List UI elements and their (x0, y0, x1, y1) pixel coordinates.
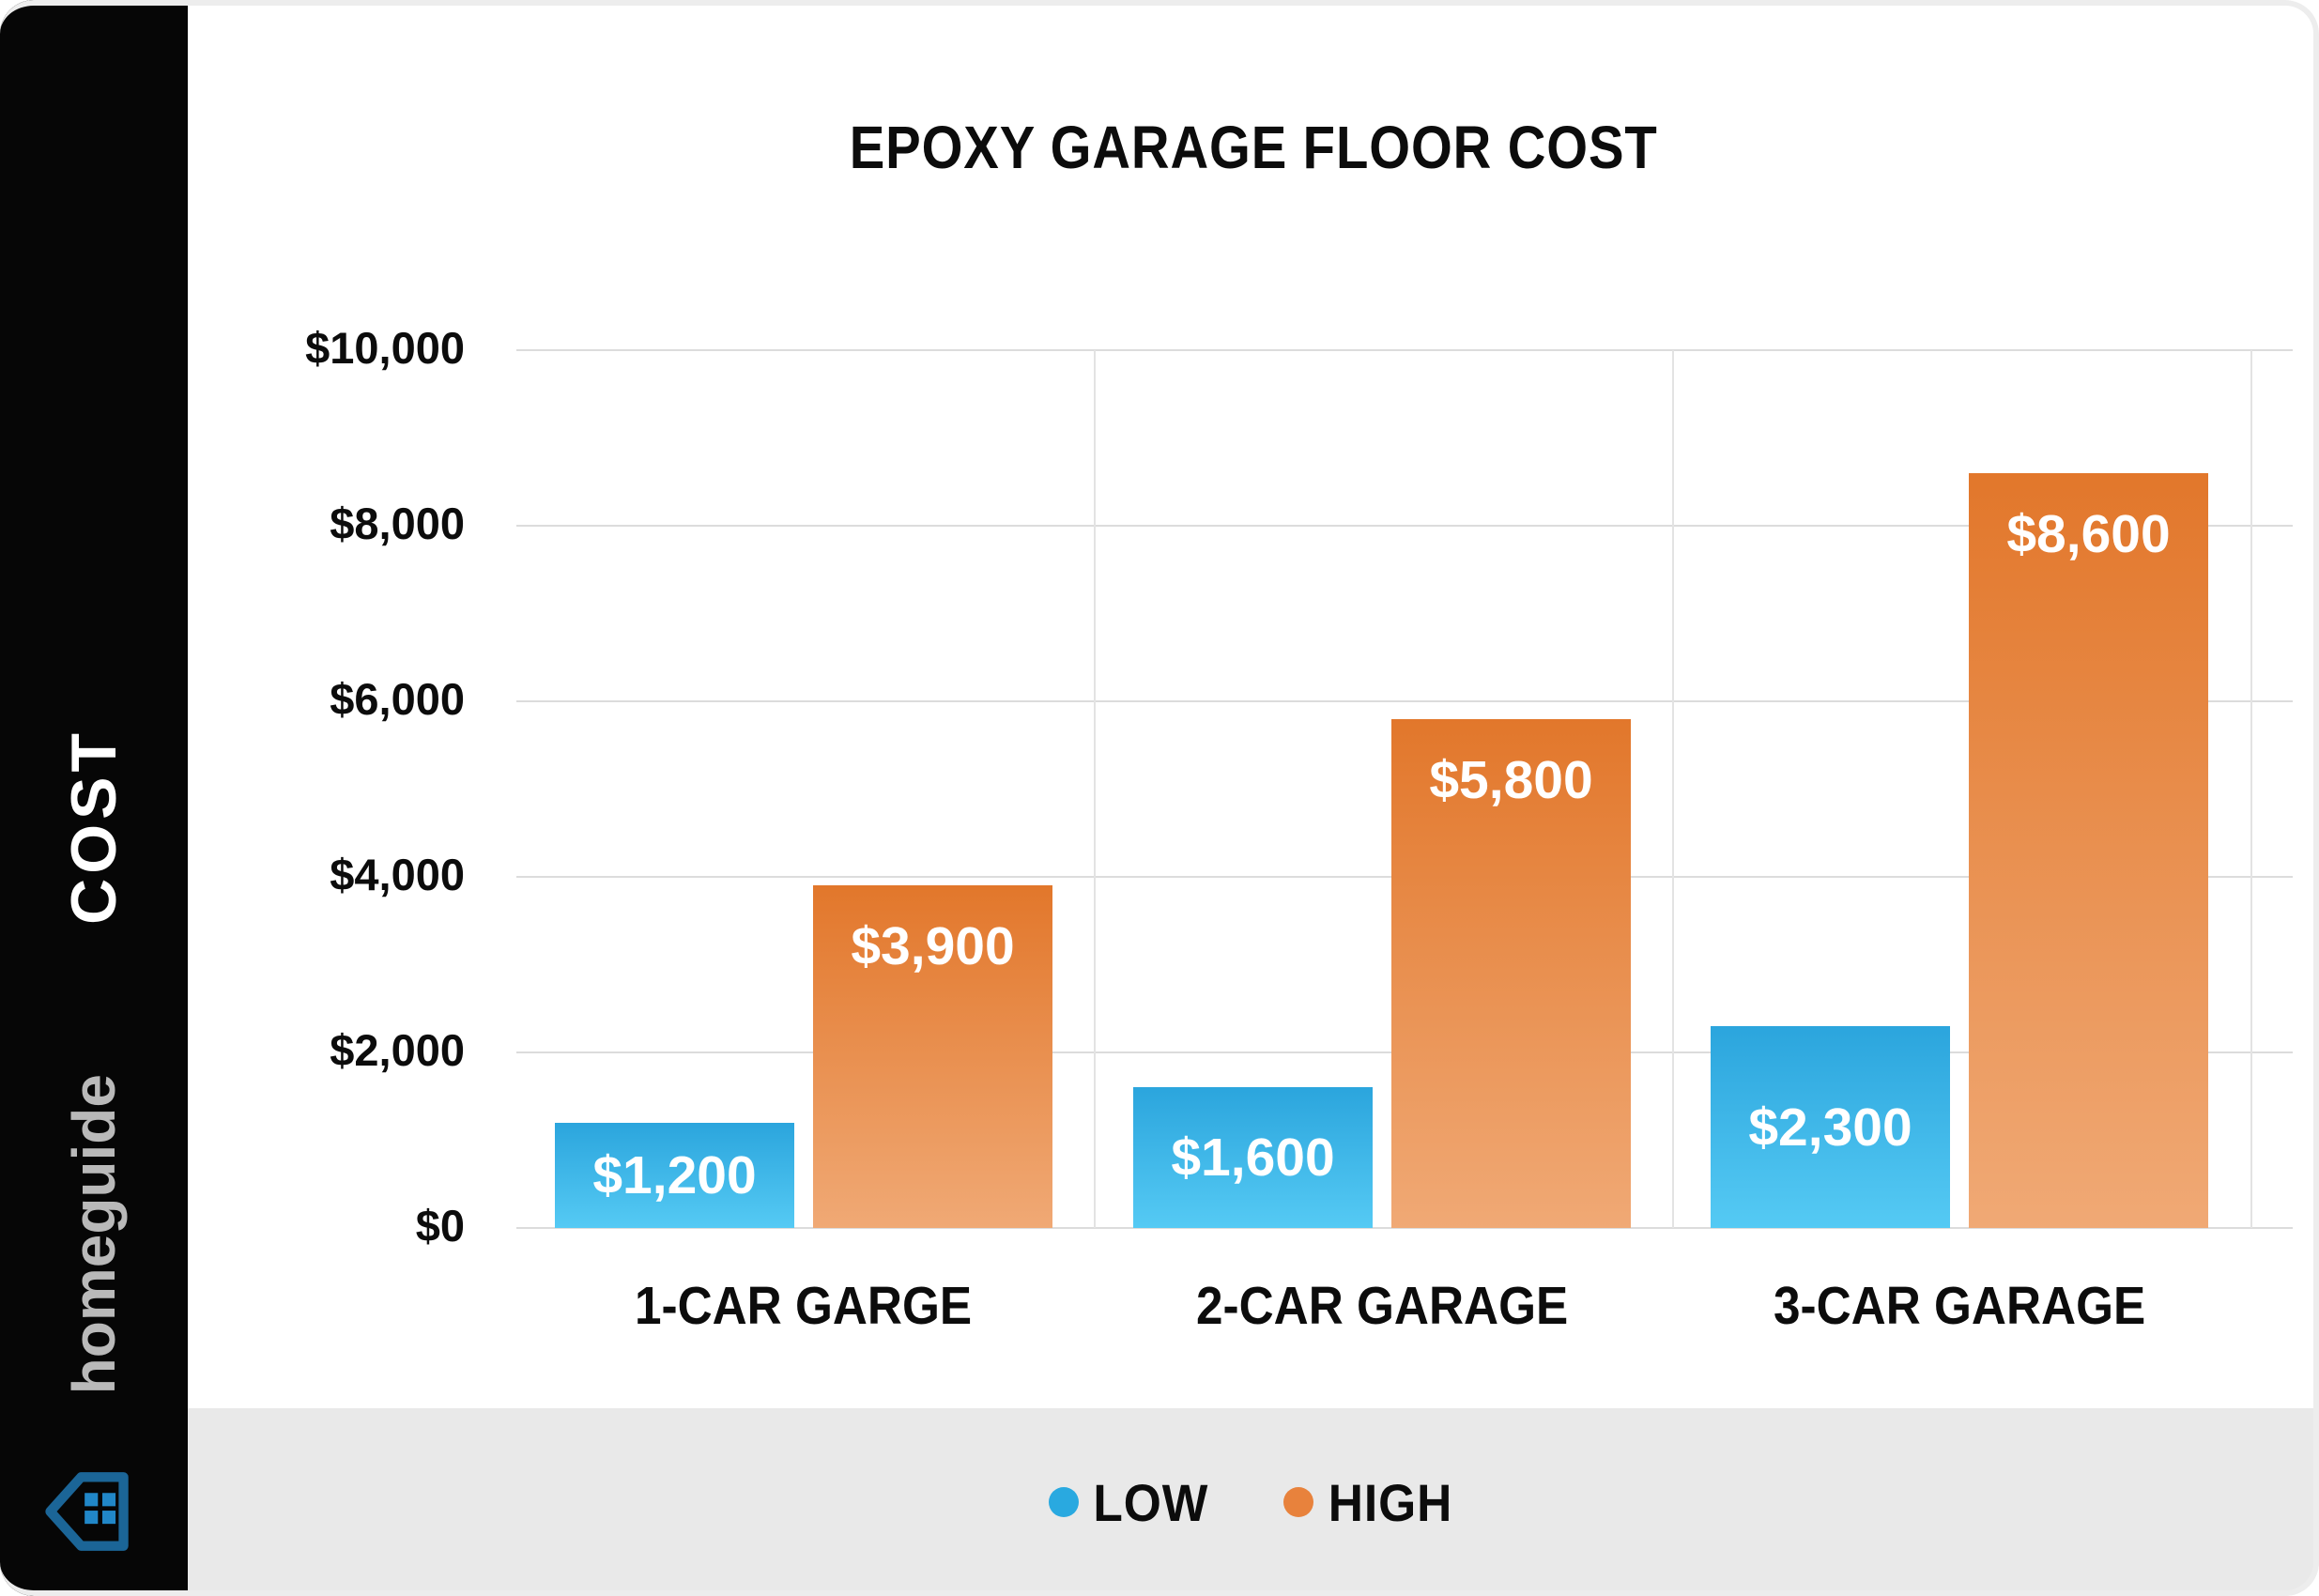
category-separator-gridline (1672, 350, 1674, 1228)
y-axis-tick-label: $2,000 (330, 1025, 465, 1075)
y-gridline (516, 349, 2293, 351)
y-gridline (516, 1227, 2293, 1229)
x-axis-category-label: 1-CAR GARGE (475, 1275, 1132, 1337)
y-axis-tick-label: $10,000 (305, 323, 465, 373)
y-gridline (516, 525, 2293, 527)
high-series-dot-icon (1282, 1487, 1313, 1517)
high-bar-2: $5,800 (1391, 719, 1631, 1228)
legend-label-low: LOW (1093, 1472, 1209, 1532)
category-separator-gridline (1094, 350, 1096, 1228)
homeguide-wordmark-text: homeguide (60, 1074, 128, 1395)
sidebar-cost-label: COST (0, 685, 188, 967)
legend-item-low: LOW (1049, 1472, 1214, 1533)
cost-vertical-text: COST (58, 728, 130, 925)
x-axis-category-label: 3-CAR GARAGE (1631, 1275, 2288, 1337)
y-axis-tick-label: $6,000 (330, 674, 465, 724)
x-axis-category-text: 2-CAR GARAGE (1195, 1276, 1569, 1336)
brand-wordmark: homeguide (0, 1061, 188, 1408)
high-bar-1: $3,900 (813, 885, 1052, 1228)
y-axis-tick-label: $8,000 (330, 499, 465, 548)
high-bar-3: $8,600 (1969, 473, 2208, 1228)
category-separator-gridline (2250, 350, 2252, 1228)
bar-value-label: $2,300 (1748, 1097, 1912, 1158)
x-axis-category-text: 1-CAR GARGE (635, 1276, 973, 1336)
bar-value-label: $1,600 (1171, 1128, 1335, 1188)
sidebar: COST homeguide (0, 0, 188, 1596)
chart-title-text: EPOXY GARAGE FLOOR COST (849, 114, 1658, 181)
y-axis-tick-label: $4,000 (330, 850, 465, 899)
chart-title: EPOXY GARAGE FLOOR COST (188, 113, 2319, 182)
low-series-dot-icon (1049, 1487, 1080, 1517)
house-icon (43, 1467, 131, 1556)
bar-value-label: $5,800 (1429, 750, 1593, 810)
low-bar-3: $2,300 (1711, 1026, 1950, 1228)
legend-item-high: HIGH (1282, 1472, 1458, 1533)
bar-value-label: $3,900 (851, 916, 1015, 976)
legend-label-high: HIGH (1328, 1472, 1453, 1532)
y-axis-tick-label: $0 (415, 1201, 465, 1251)
bar-value-label: $1,200 (592, 1145, 757, 1205)
y-gridline (516, 700, 2293, 702)
low-bar-2: $1,600 (1133, 1087, 1373, 1228)
x-axis-category-label: 2-CAR GARAGE (1053, 1275, 1711, 1337)
house-icon-svg (45, 1472, 129, 1551)
low-bar-1: $1,200 (555, 1123, 794, 1228)
x-axis-category-text: 3-CAR GARAGE (1773, 1276, 2146, 1336)
legend: LOW HIGH (188, 1408, 2319, 1596)
bar-value-label: $8,600 (2006, 504, 2171, 564)
